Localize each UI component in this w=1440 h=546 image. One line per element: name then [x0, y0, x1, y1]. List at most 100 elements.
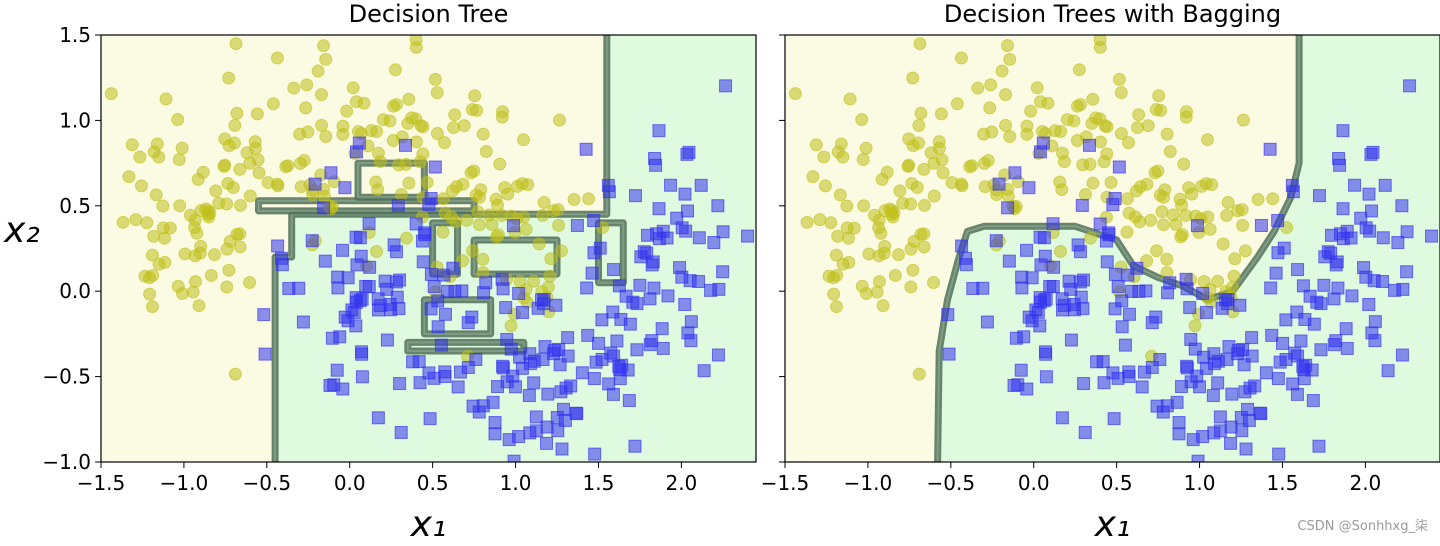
- point-class0: [299, 101, 313, 115]
- point-class0: [1140, 254, 1154, 268]
- point-class0: [934, 107, 948, 121]
- x-tick-label: −1.0: [844, 471, 893, 495]
- point-class0: [485, 218, 499, 232]
- point-class1: [1391, 236, 1405, 250]
- point-class1: [561, 331, 575, 345]
- point-class1: [355, 292, 369, 306]
- point-class1: [472, 405, 486, 419]
- point-class0: [1177, 157, 1191, 171]
- point-class0: [800, 215, 814, 229]
- point-class0: [133, 150, 147, 164]
- point-class1: [1296, 279, 1310, 293]
- point-class0: [1236, 218, 1250, 232]
- point-class0: [1114, 127, 1128, 141]
- point-class0: [1140, 177, 1154, 191]
- point-class0: [1104, 175, 1118, 189]
- point-class1: [438, 369, 452, 383]
- point-class1: [553, 358, 567, 372]
- point-class0: [855, 279, 869, 293]
- chart-title: Decision Tree: [349, 0, 509, 28]
- point-class0: [1199, 177, 1213, 191]
- point-class0: [1097, 155, 1111, 169]
- point-class0: [914, 227, 928, 241]
- point-class1: [1339, 322, 1353, 336]
- x-tick-label: 0.0: [334, 471, 366, 495]
- point-class0: [467, 164, 481, 178]
- point-class0: [1150, 244, 1164, 258]
- point-class1: [441, 284, 455, 298]
- point-class0: [194, 239, 208, 253]
- point-class0: [405, 111, 419, 125]
- point-class1: [1029, 303, 1043, 317]
- point-class1: [317, 201, 331, 215]
- point-class0: [1055, 146, 1069, 160]
- point-class0: [917, 240, 931, 254]
- point-class1: [1290, 305, 1304, 319]
- point-class1: [1271, 214, 1285, 228]
- point-class0: [171, 279, 185, 293]
- point-class0: [496, 105, 510, 119]
- point-class0: [252, 166, 266, 180]
- point-class0: [460, 213, 474, 227]
- point-class0: [468, 89, 482, 103]
- point-class1: [976, 281, 990, 295]
- point-class1: [585, 266, 599, 280]
- point-class1: [587, 214, 601, 228]
- point-class1: [719, 79, 733, 93]
- point-class1: [1090, 355, 1104, 369]
- point-class1: [1276, 336, 1290, 350]
- point-class0: [438, 206, 452, 220]
- point-class1: [1107, 412, 1121, 426]
- point-class1: [499, 301, 513, 315]
- point-class1: [1400, 225, 1414, 239]
- point-class0: [316, 39, 330, 53]
- point-class0: [472, 218, 486, 232]
- point-class1: [647, 281, 661, 295]
- point-class1: [416, 255, 430, 269]
- point-class1: [1197, 350, 1211, 364]
- point-class1: [955, 239, 969, 253]
- point-class0: [1228, 252, 1242, 266]
- point-class0: [904, 242, 918, 256]
- point-class1: [664, 178, 678, 192]
- point-class1: [324, 166, 338, 180]
- point-class1: [552, 342, 566, 356]
- point-class0: [840, 199, 854, 213]
- x-tick-label: 2.0: [1349, 471, 1381, 495]
- point-class1: [362, 217, 376, 231]
- point-class0: [1180, 105, 1194, 119]
- point-class1: [941, 308, 955, 322]
- point-class1: [1359, 270, 1373, 284]
- point-class0: [857, 199, 871, 213]
- point-class0: [977, 127, 991, 141]
- x-tick-label: 0.5: [417, 471, 449, 495]
- point-class0: [1238, 244, 1252, 258]
- point-class0: [229, 37, 243, 51]
- point-class1: [1376, 231, 1390, 245]
- point-class1: [579, 142, 593, 156]
- point-class0: [1086, 92, 1100, 106]
- point-class1: [522, 389, 536, 403]
- point-class1: [274, 251, 288, 265]
- point-class1: [1038, 345, 1052, 359]
- point-class0: [413, 155, 427, 169]
- point-class1: [1332, 151, 1346, 165]
- point-class1: [1368, 315, 1382, 329]
- point-class0: [156, 221, 170, 235]
- decision-boundary-island-5-inner: [423, 298, 492, 335]
- point-class0: [914, 106, 928, 120]
- point-class1: [1064, 282, 1078, 296]
- point-class1: [652, 202, 666, 216]
- point-class0: [878, 239, 892, 253]
- point-class1: [682, 145, 696, 159]
- point-class1: [992, 177, 1006, 191]
- point-class1: [1180, 282, 1194, 296]
- point-class1: [613, 372, 627, 386]
- panel-1: −1.5 −1.0 −0.5 0.0 0.5 1.0 1.5 2.0−1.0−0.50.00.…: [3, 0, 757, 545]
- point-class1: [1034, 258, 1048, 272]
- point-class1: [675, 270, 689, 284]
- point-class1: [1286, 185, 1300, 199]
- point-class1: [648, 151, 662, 165]
- point-class0: [955, 179, 969, 193]
- point-class0: [383, 114, 397, 128]
